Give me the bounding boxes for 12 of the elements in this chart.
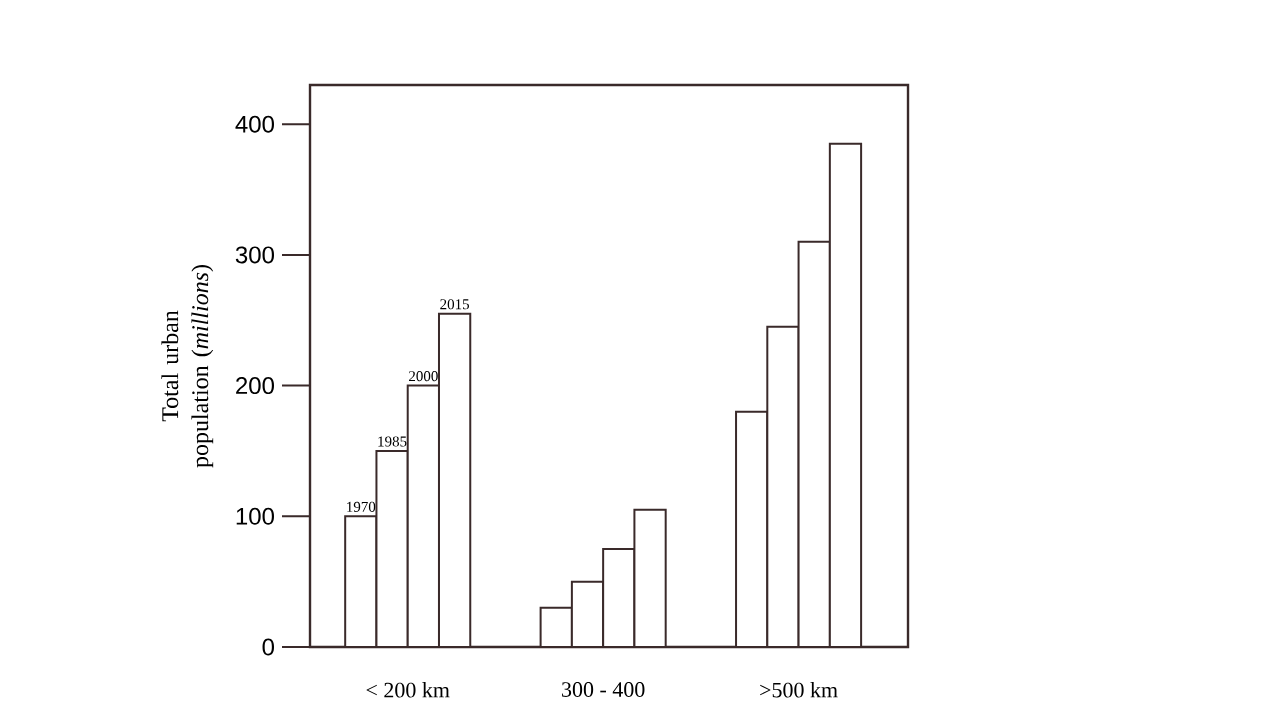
x-tick-label: 300 - 400 — [562, 682, 645, 697]
series-label: 2000 — [409, 371, 438, 382]
x-tick-label: >500 km — [760, 682, 838, 698]
y-tick-label: 100 — [236, 507, 275, 525]
series-label: 2015 — [440, 299, 470, 310]
series-label: 1970 — [347, 501, 376, 512]
y-tick-label: 300 — [235, 246, 275, 264]
series-label: 1985 — [378, 436, 407, 447]
y-tick-label: 400 — [235, 115, 275, 133]
y-tick-label: 0 — [262, 638, 275, 656]
x-tick-label: < 200 km — [366, 682, 450, 698]
y-tick-label: 200 — [236, 377, 275, 395]
